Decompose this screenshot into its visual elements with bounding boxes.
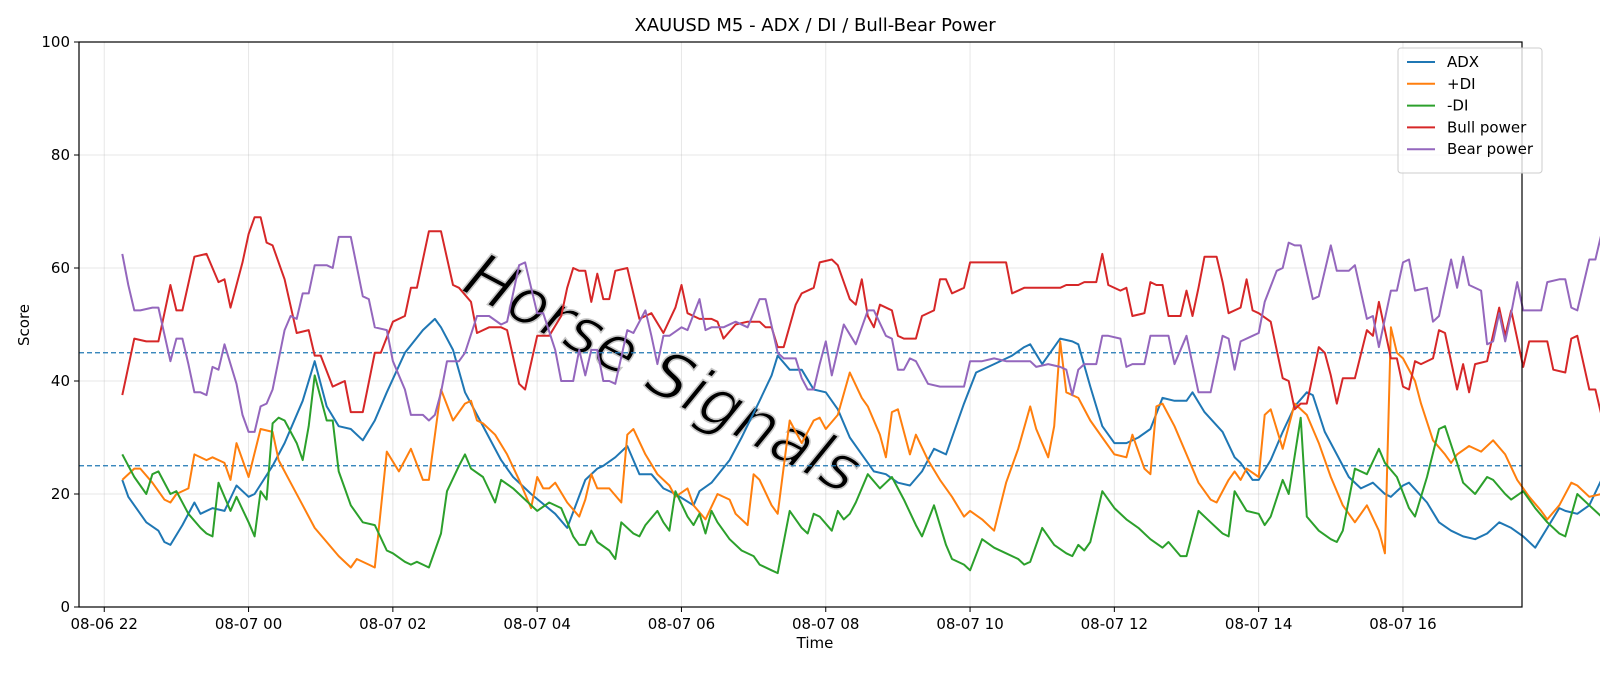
series-group xyxy=(121,216,1600,575)
x-tick-label: 08-07 02 xyxy=(359,615,426,633)
legend-label: +DI xyxy=(1447,75,1476,93)
legend-label: Bull power xyxy=(1447,118,1527,136)
x-tick-label: 08-07 12 xyxy=(1081,615,1148,633)
legend-label: ADX xyxy=(1447,53,1479,71)
y-tick-label: 40 xyxy=(51,372,70,390)
legend-box xyxy=(1397,47,1543,174)
series-line-bear-power xyxy=(121,235,1600,433)
legend-label: -DI xyxy=(1447,97,1468,115)
x-tick-label: 08-07 10 xyxy=(936,615,1003,633)
x-tick-label: 08-07 00 xyxy=(215,615,282,633)
series-line-adx xyxy=(121,317,1600,549)
x-tick-label: 08-07 16 xyxy=(1369,615,1436,633)
x-tick-label: 08-07 08 xyxy=(792,615,859,633)
legend: ADX +DI -DI Bull power Bear power xyxy=(1397,47,1543,174)
series-line-bull-power xyxy=(121,216,1600,414)
y-axis-label: Score xyxy=(15,304,33,346)
series-line-di xyxy=(121,326,1600,569)
y-tick-label: 80 xyxy=(51,146,70,164)
y-tick-label: 100 xyxy=(41,33,70,51)
y-tick-label: 60 xyxy=(51,259,70,277)
chart-title: XAUUSD M5 - ADX / DI / Bull-Bear Power xyxy=(634,15,996,36)
y-tick-label: 0 xyxy=(60,598,70,616)
y-axis-ticks: 0 20 40 60 80 100 xyxy=(41,33,79,616)
y-tick-label: 20 xyxy=(51,485,70,503)
x-tick-label: 08-07 06 xyxy=(648,615,715,633)
x-tick-label: 08-06 22 xyxy=(71,615,138,633)
x-axis-label: Time xyxy=(796,634,834,652)
x-axis-ticks: 08-06 22 08-07 00 08-07 02 08-07 04 08-07 06… xyxy=(71,607,1437,633)
x-tick-label: 08-07 04 xyxy=(503,615,570,633)
x-tick-label: 08-07 14 xyxy=(1225,615,1292,633)
plot-frame xyxy=(78,41,1523,608)
threshold-lines xyxy=(79,352,1522,467)
legend-label: Bear power xyxy=(1447,140,1534,158)
series-line-di xyxy=(121,374,1600,575)
